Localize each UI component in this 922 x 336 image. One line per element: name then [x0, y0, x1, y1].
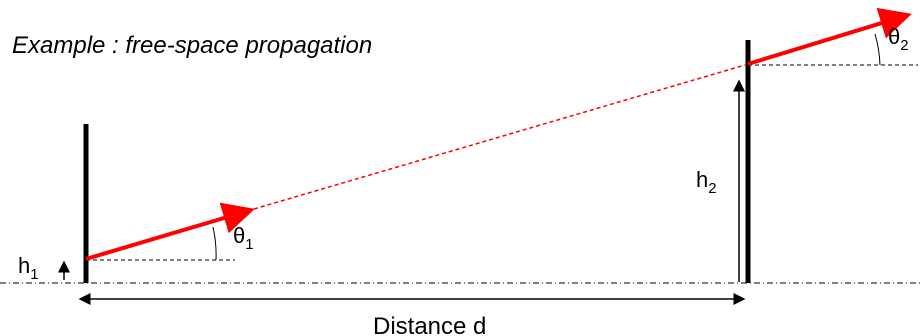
ray-segment-transmit: [85, 202, 255, 261]
height-label-2: h2: [696, 167, 717, 197]
angle-label-1: θ1: [233, 223, 254, 253]
angle-arc-1: [212, 226, 217, 261]
diagram-title: Example : free-space propagation: [12, 32, 372, 59]
angle-label-2: θ2: [888, 24, 909, 54]
angle-arc-2: [874, 33, 881, 66]
height-label-1: h1: [18, 253, 39, 283]
ray-segment-propagation: [253, 64, 746, 210]
distance-label: Distance d: [373, 313, 486, 336]
ray-segment-receive: [747, 7, 912, 66]
